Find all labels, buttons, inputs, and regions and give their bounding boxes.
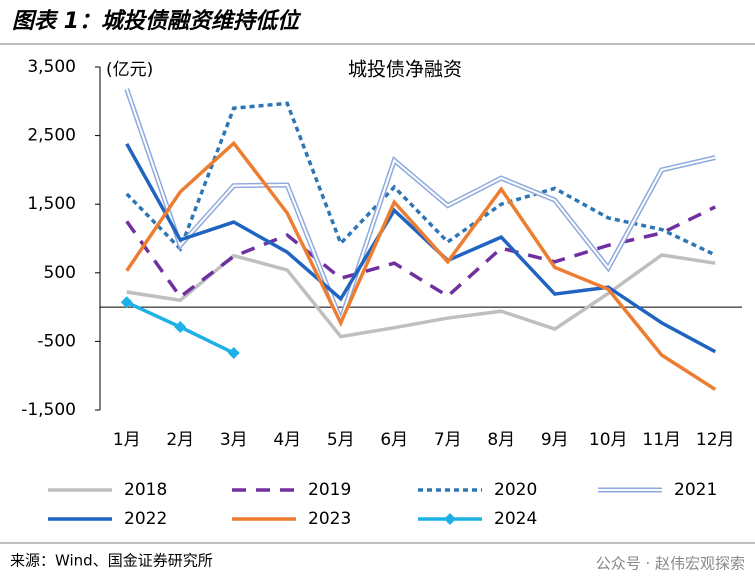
x-tick-label: 2月	[166, 430, 194, 450]
legend-label: 2022	[124, 509, 167, 529]
legend-label: 2020	[494, 480, 537, 500]
x-tick-label: 10月	[589, 430, 628, 450]
legend-marker	[444, 513, 456, 525]
x-tick-label: 1月	[113, 430, 141, 450]
y-tick-label: 1,500	[27, 194, 76, 214]
x-tick-label: 9月	[541, 430, 569, 450]
series-line-inner	[125, 88, 716, 324]
series-line	[125, 101, 717, 257]
watermark: 公众号 · 赵伟宏观探索	[596, 555, 745, 573]
x-tick-label: 12月	[696, 430, 735, 450]
x-tick-label: 3月	[220, 430, 248, 450]
x-tick-label: 11月	[642, 430, 681, 450]
series-line	[125, 142, 717, 354]
chart-title: 城投债净融资	[348, 59, 462, 81]
marker	[227, 347, 240, 360]
legend-label: 2018	[124, 480, 167, 500]
y-axis-label: (亿元)	[106, 60, 153, 80]
legend-label: 2021	[674, 480, 717, 500]
y-tick-label: 2,500	[27, 126, 76, 146]
series-line	[125, 140, 717, 391]
y-tick-label: 3,500	[27, 57, 76, 77]
x-tick-label: 8月	[487, 430, 515, 450]
y-tick-label: -500	[37, 331, 76, 351]
source: 来源：Wind、国金证券研究所	[10, 552, 213, 570]
series-line	[124, 88, 716, 328]
x-tick-label: 6月	[380, 430, 408, 450]
legend-label: 2024	[494, 509, 537, 529]
header: 图表 1：城投债融资维持低位	[12, 8, 302, 34]
legend-label: 2023	[308, 509, 351, 529]
series-line	[126, 253, 716, 339]
x-tick-label: 7月	[434, 430, 462, 450]
x-tick-label: 5月	[327, 430, 355, 450]
legend-label: 2019	[308, 480, 351, 500]
y-tick-label: -1,500	[21, 400, 76, 420]
marker	[120, 296, 133, 309]
series-line	[125, 205, 717, 300]
x-tick-label: 4月	[273, 430, 301, 450]
y-tick-label: 500	[44, 263, 76, 283]
marker	[174, 320, 187, 333]
